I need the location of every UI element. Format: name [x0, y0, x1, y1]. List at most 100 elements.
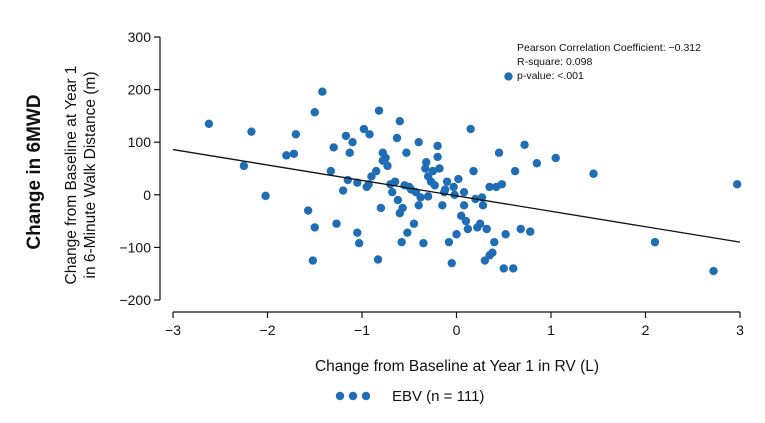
legend: EBV (n = 111): [335, 388, 484, 405]
data-point: [345, 148, 354, 157]
data-point: [466, 124, 475, 134]
y-tick-label: −100: [119, 239, 151, 255]
pearson-annotation: Pearson Correlation Coefficient: −0.312: [517, 42, 701, 54]
data-point: [354, 238, 364, 248]
data-point: [499, 264, 508, 273]
statistics-annotation: Pearson Correlation Coefficient: −0.312 …: [517, 42, 701, 82]
y-tick-label: 0: [143, 187, 151, 203]
data-point: [709, 266, 718, 276]
data-point: [509, 264, 518, 273]
data-point: [551, 153, 560, 163]
data-point: [421, 164, 430, 173]
data-point: [310, 223, 319, 232]
data-point: [374, 106, 384, 115]
data-point: [390, 177, 400, 186]
data-point: [329, 143, 338, 152]
y-tick-label: 100: [128, 134, 152, 150]
x-tick-label: 0: [453, 322, 461, 338]
data-point: [326, 166, 336, 176]
data-point: [303, 206, 313, 215]
data-point: [381, 153, 390, 163]
x-tick-label: −1: [354, 322, 370, 338]
data-point: [261, 191, 270, 201]
x-tick-label: 1: [547, 322, 555, 338]
y-tick-label: 200: [128, 82, 152, 98]
data-point: [526, 227, 535, 236]
legend-label: EBV (n = 111): [392, 388, 484, 405]
y-axis-title-line-2: in 6-Minute Walk Distance (m): [82, 71, 99, 278]
x-tick-label: −3: [165, 322, 181, 338]
data-point: [461, 216, 471, 226]
x-tick-label: 3: [736, 322, 744, 338]
data-point: [423, 192, 433, 201]
data-point: [247, 127, 256, 136]
data-point: [510, 166, 520, 176]
data-point: [373, 255, 383, 264]
data-point: [383, 161, 392, 171]
x-axis: −3 −2 −1 0 1 2 3: [165, 311, 744, 338]
y-axis-title-line-1: Change from Baseline at Year 1: [63, 66, 80, 285]
data-point: [450, 190, 459, 199]
data-point: [490, 237, 499, 247]
data-point: [359, 124, 369, 134]
data-point: [395, 116, 404, 126]
data-point: [501, 230, 510, 239]
data-point: [589, 169, 598, 178]
data-point: [403, 228, 412, 237]
data-point: [348, 138, 357, 147]
data-point: [475, 219, 485, 228]
data-point: [494, 148, 504, 157]
data-point: [289, 149, 299, 158]
data-point: [732, 180, 742, 189]
data-point: [416, 193, 425, 202]
data-point: [428, 166, 438, 176]
data-point: [376, 203, 386, 213]
data-point: [452, 230, 461, 239]
data-points: [204, 72, 742, 276]
p-value-annotation: p-value: <.001: [517, 70, 584, 82]
data-point: [430, 181, 439, 190]
data-point: [459, 201, 469, 210]
data-point: [520, 140, 529, 150]
data-point: [532, 159, 542, 168]
y-tick-label: −200: [119, 292, 151, 308]
legend-marker: [335, 391, 345, 401]
data-point: [463, 224, 473, 234]
data-point: [204, 119, 214, 128]
data-point: [650, 237, 660, 247]
data-point: [442, 177, 452, 186]
data-point: [447, 258, 456, 268]
x-tick-label: 2: [642, 322, 650, 338]
x-tick-label: −2: [260, 322, 276, 338]
data-point: [338, 186, 348, 195]
data-point: [318, 87, 327, 96]
data-point: [341, 131, 351, 141]
data-point: [310, 108, 319, 117]
side-title: Change in 6MWD: [24, 94, 45, 249]
data-point: [488, 248, 497, 257]
data-point: [497, 180, 507, 189]
data-point: [419, 238, 428, 248]
data-point: [393, 195, 403, 205]
data-point: [444, 237, 454, 247]
data-point: [433, 141, 442, 151]
data-point: [449, 182, 458, 192]
data-point: [353, 228, 362, 237]
data-point: [397, 237, 406, 247]
data-point: [485, 182, 494, 192]
data-point: [239, 161, 249, 171]
data-point: [414, 138, 423, 147]
data-point: [435, 164, 444, 173]
data-point: [454, 174, 463, 184]
data-point: [433, 152, 442, 162]
data-point: [365, 130, 374, 139]
data-point: [388, 187, 397, 197]
x-axis-title: Change from Baseline at Year 1 in RV (L): [315, 358, 599, 375]
data-point: [438, 201, 447, 210]
data-point: [308, 256, 318, 265]
data-point: [398, 203, 407, 213]
data-point: [469, 166, 478, 176]
r-square-annotation: R-square: 0.098: [517, 56, 592, 68]
data-point: [392, 133, 402, 143]
